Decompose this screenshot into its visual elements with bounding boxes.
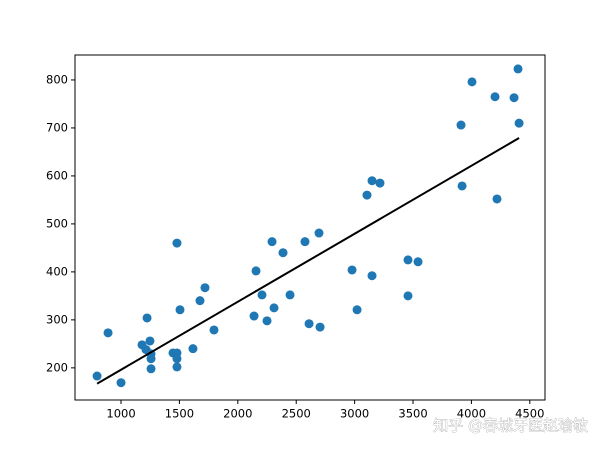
scatter-point — [347, 265, 357, 275]
scatter-point — [513, 64, 523, 74]
scatter-point — [278, 248, 288, 258]
scatter-point — [285, 290, 295, 300]
scatter-point — [352, 305, 362, 315]
y-tick-label: 200 — [46, 360, 68, 374]
scatter-point — [509, 93, 519, 103]
scatter-point — [209, 325, 219, 335]
y-tick-label: 700 — [46, 120, 68, 134]
watermark: 知乎 @春城牙医赵瑜敏 — [433, 417, 588, 435]
scatter-point — [251, 266, 261, 276]
scatter-point — [367, 271, 377, 281]
x-tick-label: 3000 — [340, 407, 369, 421]
scatter-point — [116, 378, 126, 388]
scatter-point — [175, 305, 185, 315]
x-tick-label: 1000 — [106, 407, 135, 421]
x-tick-label: 4000 — [457, 407, 486, 421]
scatter-point — [375, 178, 385, 188]
x-tick-label: 2500 — [282, 407, 311, 421]
x-tick-label: 1500 — [165, 407, 194, 421]
scatter-point — [103, 328, 113, 338]
scatter-point — [172, 362, 182, 372]
scatter-point — [146, 354, 156, 364]
y-tick-label: 300 — [46, 312, 68, 326]
scatter-point — [249, 311, 259, 321]
plot-frame — [74, 54, 546, 401]
scatter-point — [362, 190, 372, 200]
fit-line — [96, 137, 520, 385]
scatter-point — [457, 181, 467, 191]
scatter-point — [315, 322, 325, 332]
x-tick-label: 4500 — [515, 407, 544, 421]
scatter-point — [269, 303, 279, 313]
scatter-point — [145, 336, 155, 346]
y-tick-label: 600 — [46, 168, 68, 182]
scatter-point — [146, 364, 156, 374]
scatter-point — [367, 176, 377, 186]
scatter-point — [467, 77, 477, 87]
scatter-point — [514, 118, 524, 128]
y-tick-label: 500 — [46, 216, 68, 230]
scatter-point — [267, 237, 277, 247]
x-tick-label: 2000 — [223, 407, 252, 421]
scatter-point — [456, 120, 466, 130]
scatter-point — [492, 194, 502, 204]
scatter-point — [142, 313, 152, 323]
scatter-point — [490, 92, 500, 102]
scatter-point — [262, 316, 272, 326]
scatter-point — [403, 291, 413, 301]
scatter-point — [172, 354, 182, 364]
x-tick-label: 3500 — [398, 407, 427, 421]
scatter-point — [304, 319, 314, 329]
scatter-point — [403, 255, 413, 265]
scatter-point — [195, 296, 205, 306]
scatter-point — [200, 283, 210, 293]
y-tick-label: 400 — [46, 264, 68, 278]
scatter-point — [300, 237, 310, 247]
scatter-point — [257, 290, 267, 300]
scatter-point — [314, 228, 324, 238]
scatter-point — [413, 257, 423, 267]
scatter-point — [172, 238, 182, 248]
scatter-point — [188, 344, 198, 354]
y-tick-label: 800 — [46, 72, 68, 86]
scatter-point — [92, 371, 102, 381]
